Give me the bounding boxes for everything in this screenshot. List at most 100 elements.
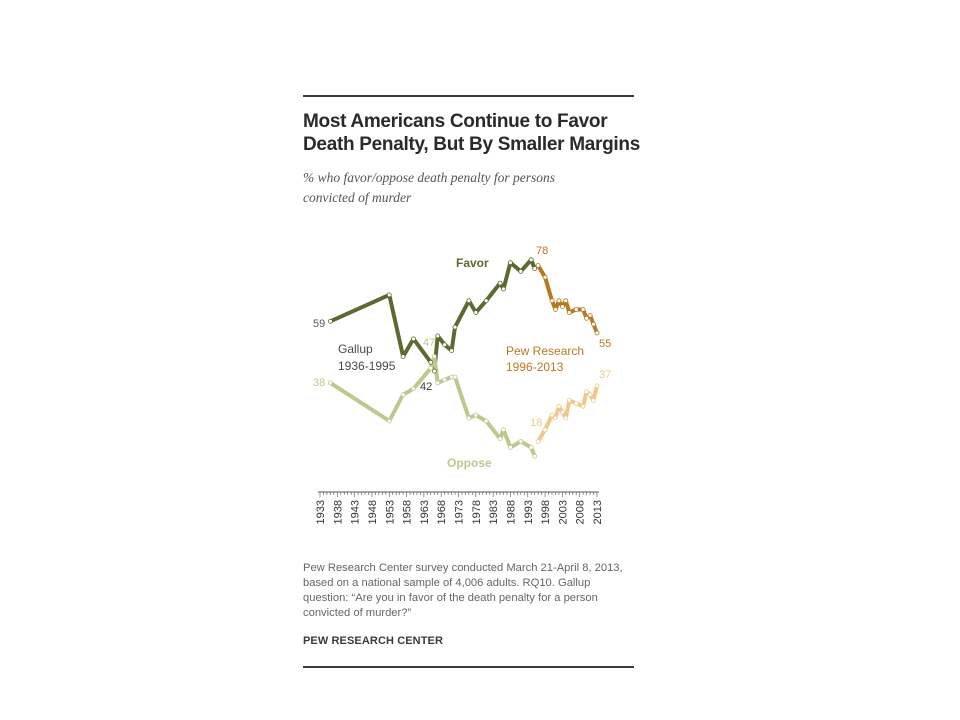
series-3-point [560, 304, 565, 310]
value-label-oppose-pew-start: 18 [530, 417, 542, 429]
series-2-point [431, 354, 437, 359]
x-tick-label: 1948 [367, 500, 379, 524]
value-label-favor-pew-start: 78 [536, 245, 548, 257]
x-tick-label: 1988 [505, 500, 517, 524]
series-3-point [563, 298, 569, 304]
oppose-label: Oppose [447, 456, 492, 470]
series-4-point [566, 398, 572, 403]
x-tick-label: 1963 [419, 500, 431, 524]
source-label: PEW RESEARCH CENTER [303, 635, 444, 647]
series-3-point [573, 307, 579, 312]
series-1-point [449, 348, 455, 354]
x-tick-label: 2008 [575, 500, 587, 524]
note-line-1: Pew Research Center survey conducted Mar… [303, 562, 623, 574]
series-4-point [542, 427, 548, 433]
series-4-point [553, 415, 558, 421]
series-3-point [553, 307, 558, 312]
x-tick-label: 1958 [402, 500, 414, 524]
series-1-point [431, 368, 437, 374]
x-tick-label: 1973 [454, 500, 466, 524]
gallup-label-line-1: Gallup [338, 342, 373, 356]
chart-title: Most Americans Continue to Favor Death P… [303, 110, 643, 156]
series-4-point [594, 383, 600, 389]
x-tick-label: 1998 [540, 500, 552, 524]
series-4-point [584, 389, 589, 395]
x-tick-label: 1983 [488, 500, 500, 524]
bottom-rule [303, 666, 634, 668]
series-1-point [435, 333, 441, 339]
note-line-2: based on a national sample of 4,006 adul… [303, 577, 591, 589]
subtitle-line-1: % who favor/oppose death penalty for per… [303, 170, 555, 185]
x-tick-label: 1978 [471, 500, 483, 524]
series-1-point [497, 280, 503, 286]
series-4-point [580, 403, 586, 409]
gallup-label-line-2: 1936-1995 [338, 359, 396, 373]
series-4-point [556, 403, 562, 409]
favor-label: Favor [456, 256, 489, 270]
value-label-favor-end: 55 [599, 338, 611, 350]
series-4-point [573, 400, 579, 406]
series-2-point [507, 444, 513, 450]
series-layer [327, 257, 600, 459]
series-3-point [542, 274, 548, 280]
chart-subtitle: % who favor/oppose death penalty for per… [303, 168, 623, 208]
series-2-point [442, 377, 448, 383]
series-4-point [591, 398, 596, 403]
methodology-note: Pew Research Center survey conducted Mar… [303, 561, 633, 621]
value-label-favor-start: 59 [313, 318, 325, 330]
series-2-point [528, 444, 534, 450]
series-1-point [518, 268, 524, 274]
series-3-point [587, 312, 593, 318]
series-3-point [580, 307, 586, 312]
series-1-point [327, 318, 333, 324]
top-rule [303, 95, 634, 97]
x-tick-label: 1933 [315, 500, 327, 524]
x-tick-label: 1968 [436, 500, 448, 524]
series-3-point [556, 298, 562, 304]
series-4-point [587, 392, 593, 398]
series-1-point [452, 324, 458, 330]
series-1-point [532, 266, 538, 271]
series-2-point [435, 380, 441, 386]
value-label-oppose-peak: 47 [423, 337, 435, 349]
series-2-point [428, 365, 434, 371]
labels-layer: 59 38 47 42 78 55 18 37 Favor Oppose Gal… [313, 245, 611, 470]
series-4-point [549, 412, 555, 418]
series-2-point [518, 439, 524, 444]
x-tick-label: 1938 [332, 500, 344, 524]
series-2-point [327, 380, 333, 386]
series-2-point [452, 374, 458, 380]
series-4-point [560, 409, 565, 415]
note-line-3: question: “Are you in favor of the death… [303, 592, 598, 604]
series-2-point [473, 412, 479, 418]
subtitle-line-2: convicted of murder [303, 190, 412, 205]
series-1-point [466, 298, 472, 304]
series-1-point [483, 298, 489, 304]
series-2-point [386, 418, 392, 424]
value-label-oppose-start: 38 [313, 377, 325, 389]
series-1-point [507, 260, 513, 266]
pew-label-line-1: Pew Research [506, 344, 584, 358]
series-1-point [442, 342, 448, 348]
series-3-point [566, 310, 572, 315]
series-3-point [584, 315, 589, 321]
series-2-point [483, 418, 489, 424]
x-tick-label: 1953 [384, 500, 396, 524]
series-2-point [501, 427, 506, 433]
series-1-point [501, 286, 506, 292]
series-1-point [428, 359, 434, 365]
note-line-4: convicted of murder?” [303, 607, 412, 619]
series-1-point [411, 336, 416, 342]
series-3-point [594, 330, 600, 336]
series-2-point [532, 453, 538, 459]
series-2-point [497, 436, 503, 442]
series-2-point [411, 386, 416, 392]
title-line-2: Death Penalty, But By Smaller Margins [303, 134, 640, 155]
series-1-point [473, 310, 479, 315]
series-2-point [466, 415, 472, 421]
series-3-point [535, 263, 541, 268]
x-tick-label: 2013 [592, 500, 604, 524]
series-1-point [386, 292, 392, 298]
value-label-oppose-end: 37 [599, 369, 611, 381]
